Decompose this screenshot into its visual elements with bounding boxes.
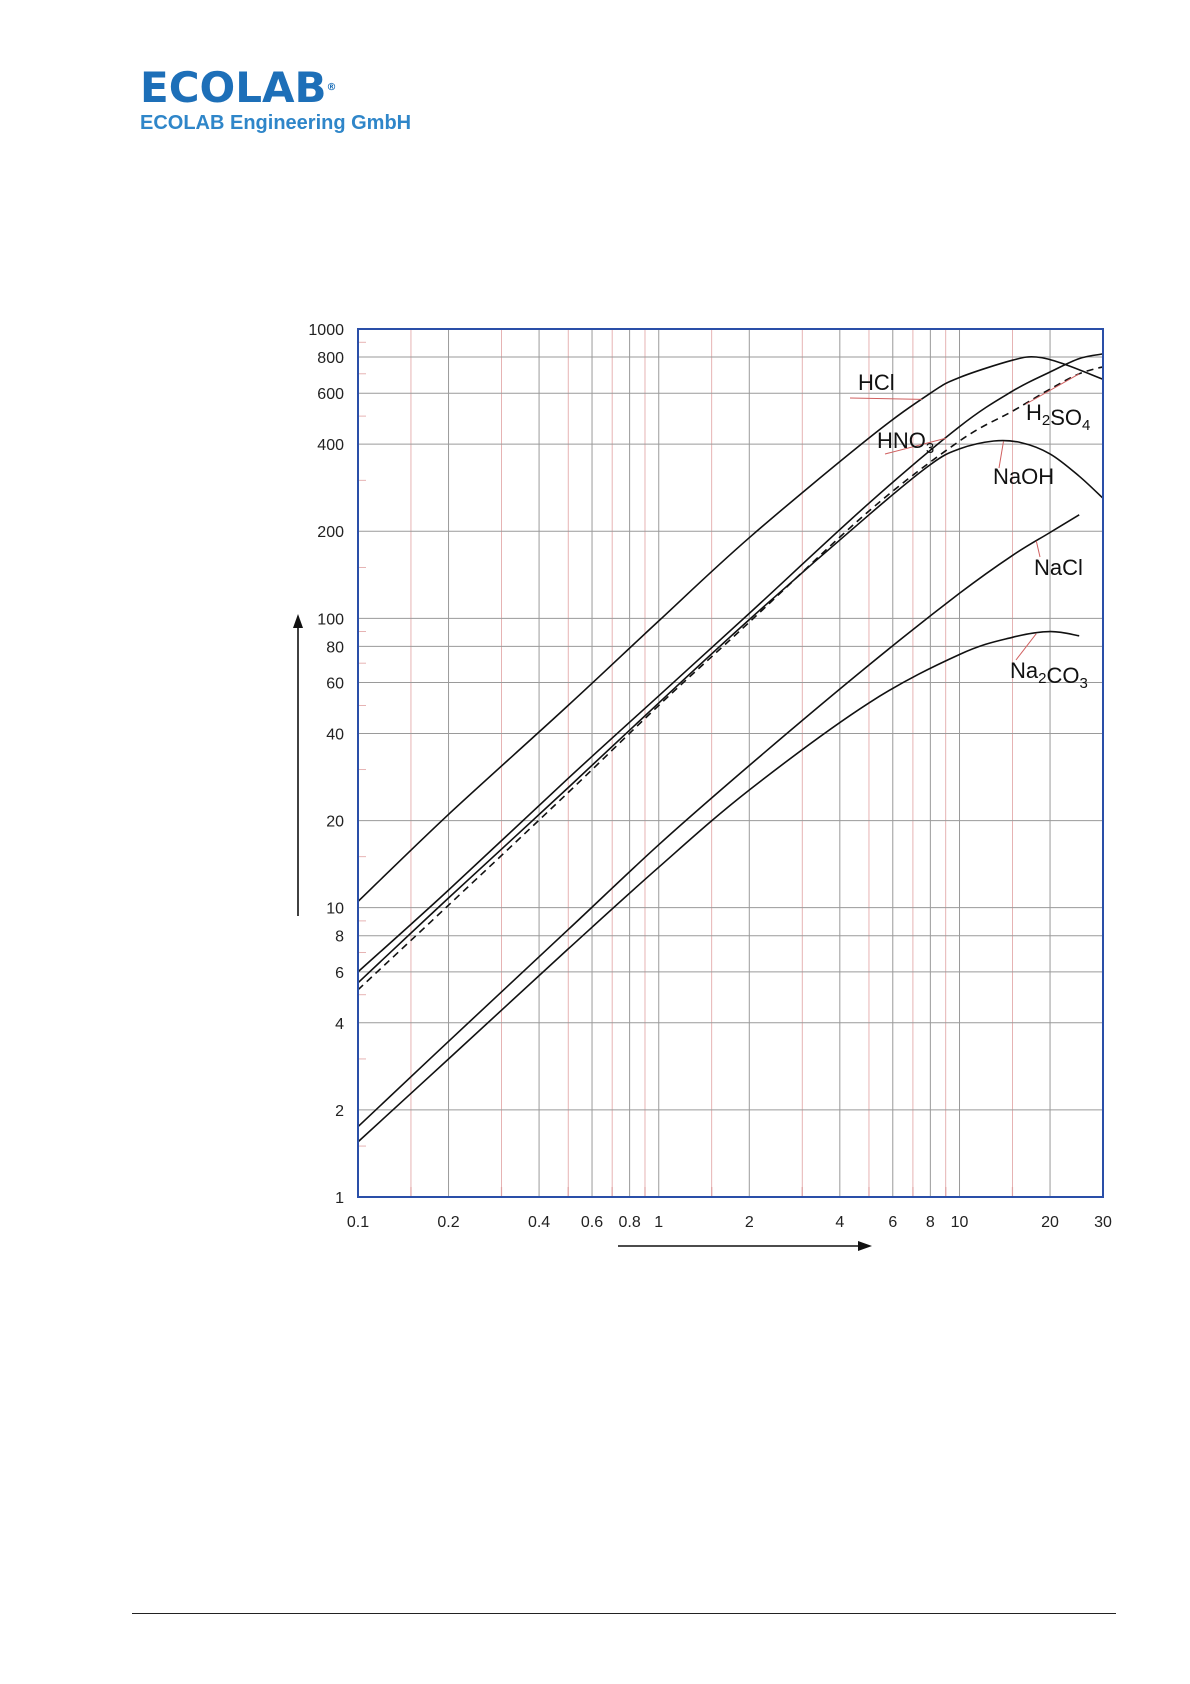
leader-h2so4 <box>1025 373 1080 405</box>
y-tick-labels: 1 2 4 6 8 10 20 40 60 80 100 200 400 600 800 1000 <box>308 322 344 1207</box>
y-tick-label: 60 <box>326 676 344 693</box>
series-label-hcl: HCl <box>858 370 895 395</box>
series-label-naoh: NaOH <box>993 464 1054 489</box>
x-tick-label: 30 <box>1094 1214 1112 1231</box>
x-tick-label: 20 <box>1041 1214 1059 1231</box>
y-tick-label: 10 <box>326 901 344 918</box>
y-tick-label: 600 <box>317 386 344 403</box>
x-tick-label: 0.6 <box>581 1214 603 1231</box>
x-tick-label: 4 <box>835 1214 844 1231</box>
y-tick-label: 8 <box>335 929 344 946</box>
x-tick-label: 8 <box>926 1214 935 1231</box>
x-tick-label: 1 <box>654 1214 663 1231</box>
x-tick-labels: 0.1 0.2 0.4 0.6 0.8 1 2 4 6 8 10 20 30 <box>347 1214 1112 1231</box>
plot-frame <box>357 328 1104 1198</box>
y-tick-label: 20 <box>326 814 344 831</box>
series-line-hcl <box>357 356 1104 903</box>
x-tick-label: 10 <box>951 1214 969 1231</box>
leader-naoh <box>998 441 1004 469</box>
x-tick-label: 2 <box>745 1214 754 1231</box>
ecolab-logo: ECOLAB® <box>140 66 337 110</box>
y-tick-label: 2 <box>335 1103 344 1120</box>
y-tick-label: 1 <box>335 1190 344 1207</box>
series-line-na2co3 <box>357 630 1080 1143</box>
series-labels: HCl HNO3 H2SO4 NaOH NaCl Na2CO3 <box>858 370 1090 692</box>
y-tick-label: 1000 <box>308 322 344 339</box>
leader-nacl <box>1035 540 1041 558</box>
x-tick-label: 0.4 <box>528 1214 550 1231</box>
series-label-nacl: NaCl <box>1034 555 1083 580</box>
series-line-hno3 <box>357 353 1104 973</box>
registered-mark: ® <box>326 82 337 93</box>
x-tick-label: 0.2 <box>437 1214 459 1231</box>
y-tick-label: 800 <box>317 350 344 367</box>
series-label-hno3: HNO3 <box>877 428 934 457</box>
footer-rule <box>132 1613 1116 1614</box>
y-tick-label: 100 <box>317 611 344 628</box>
y-tick-label: 40 <box>326 726 344 743</box>
leader-hcl <box>849 397 922 400</box>
axis-arrows <box>293 614 872 1251</box>
leader-na2co3 <box>1015 633 1037 661</box>
y-tick-label: 80 <box>326 639 344 656</box>
leader-hno3 <box>884 437 946 455</box>
curves <box>357 353 1104 1143</box>
y-tick-label: 400 <box>317 437 344 454</box>
series-label-na2co3: Na2CO3 <box>1010 658 1088 692</box>
y-tick-label: 200 <box>317 524 344 541</box>
series-line-naoh <box>357 439 1104 984</box>
label-leaders <box>849 373 1080 661</box>
y-tick-label: 4 <box>335 1016 344 1033</box>
series-line-nacl <box>357 514 1080 1128</box>
y-axis-arrow-head <box>293 614 303 628</box>
grid <box>357 328 1104 1198</box>
y-tick-label: 6 <box>335 965 344 982</box>
company-name: ECOLAB Engineering GmbH <box>140 112 412 134</box>
series-line-h2so4 <box>357 366 1104 991</box>
x-tick-label: 6 <box>888 1214 897 1231</box>
x-tick-label: 0.8 <box>618 1214 640 1231</box>
x-tick-label: 0.1 <box>347 1214 369 1231</box>
logo-wordmark: ECOLAB <box>140 63 327 112</box>
series-label-h2so4: H2SO4 <box>1026 400 1090 434</box>
x-axis-arrow-head <box>858 1241 872 1251</box>
